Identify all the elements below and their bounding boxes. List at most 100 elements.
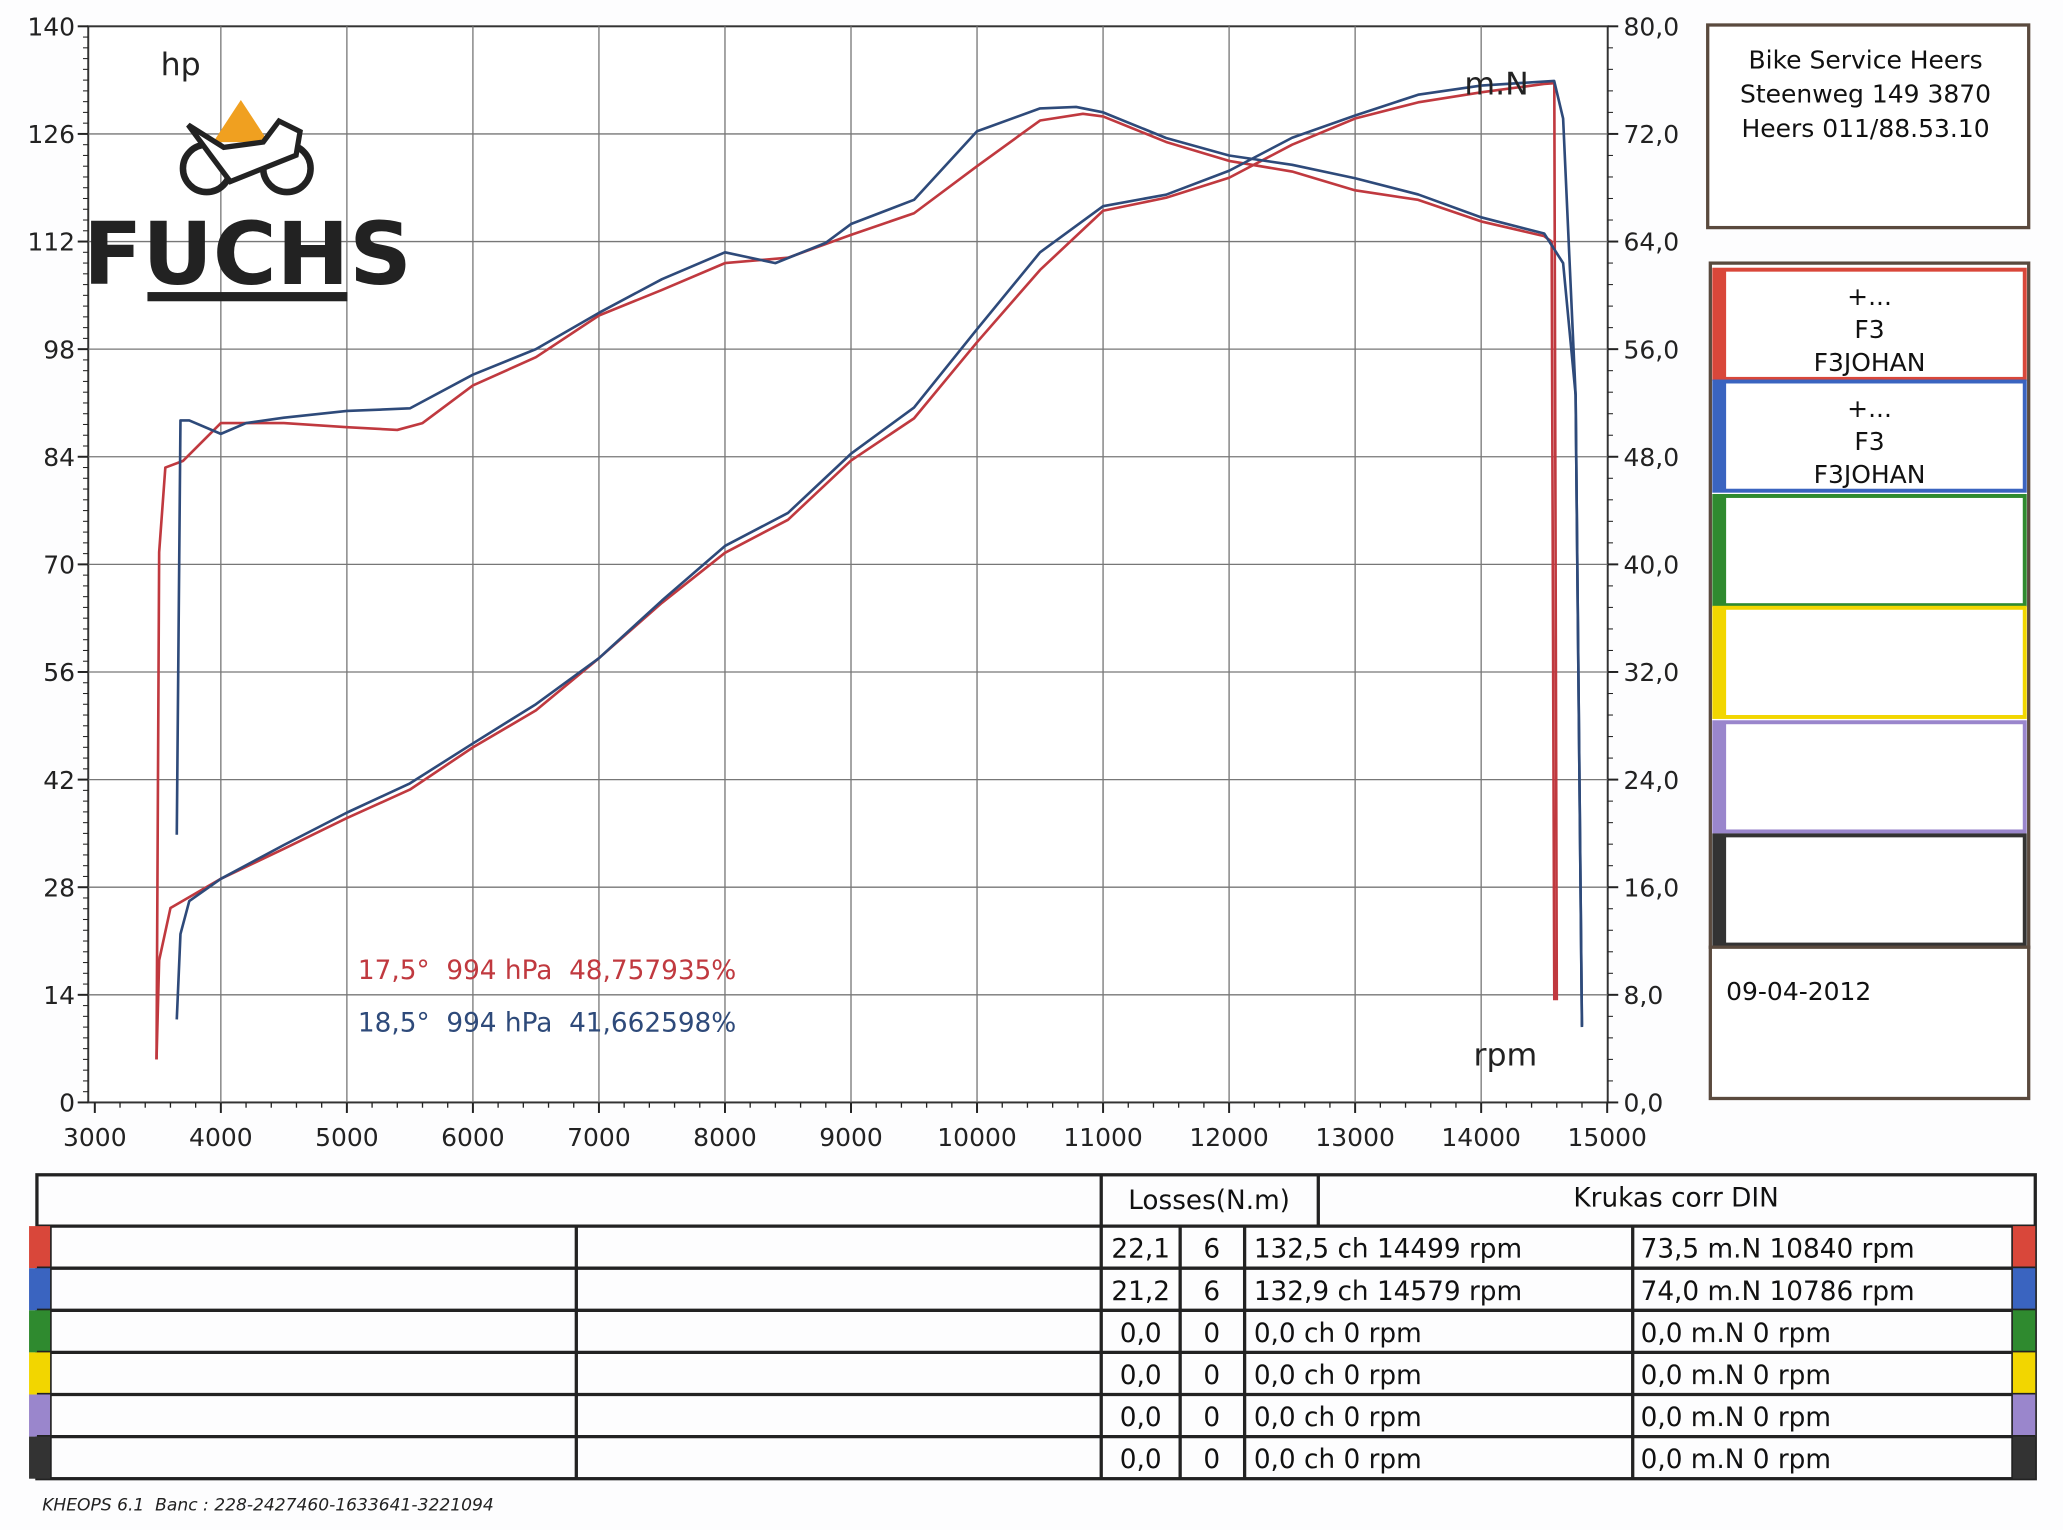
x-tick-label: 11000 [1063, 1123, 1142, 1152]
table-row: 0,0 0 0,0 ch 0 rpm 0,0 m.N 0 rpm [29, 1434, 2036, 1479]
y-right-tick-label: 0,0 [1624, 1089, 1664, 1118]
x-tick-label: 13000 [1315, 1123, 1394, 1152]
date-box: 09-04-2012 [1708, 945, 2031, 1101]
legend-swatch [1714, 381, 1727, 491]
header-losses: Losses(N.m) [1128, 1186, 1290, 1216]
cell-torque: 74,0 m.N 10786 rpm [1641, 1277, 1915, 1307]
shop-address: Steenweg 149 3870 [1740, 80, 1991, 109]
cell-torque: 0,0 m.N 0 rpm [1641, 1361, 1831, 1391]
results-table: Losses(N.m) Krukas corr DIN 22,1 6 132,5 ch … [29, 1173, 2037, 1481]
y-left-tick-label: 14 [43, 981, 75, 1010]
y-right-tick-label: 64,0 [1624, 228, 1680, 257]
shop-phone: Heers 011/88.53.10 [1742, 114, 1990, 143]
row-color-swatch-left [29, 1436, 51, 1479]
y-right-tick-label: 16,0 [1624, 873, 1680, 902]
cell-n: 0 [1203, 1319, 1220, 1349]
x-tick-label: 4000 [189, 1123, 253, 1152]
x-tick-label: 7000 [567, 1123, 631, 1152]
table-row: 0,0 0 0,0 ch 0 rpm 0,0 m.N 0 rpm [29, 1308, 2036, 1353]
header-box: Bike Service Heers Steenweg 149 3870 Hee… [1706, 23, 2031, 230]
x-tick-label: 3000 [63, 1123, 127, 1152]
y-right-tick-label: 32,0 [1624, 658, 1680, 687]
cell-loss: 0,0 [1120, 1361, 1162, 1391]
legend-swatch [1714, 722, 1727, 832]
cell-n: 0 [1203, 1445, 1220, 1475]
cell-torque: 0,0 m.N 0 rpm [1641, 1445, 1831, 1475]
x-unit: rpm [1474, 1038, 1538, 1074]
shop-name: Bike Service Heers [1749, 45, 1983, 74]
y-right-tick-label: 24,0 [1624, 766, 1680, 795]
cell-loss: 0,0 [1120, 1403, 1162, 1433]
cell-loss: 22,1 [1111, 1235, 1170, 1265]
y-right-tick-label: 56,0 [1624, 335, 1680, 364]
row-color-swatch-left [29, 1226, 51, 1269]
legend-swatch [1714, 269, 1727, 379]
chart-grid [87, 25, 1609, 1104]
y-left-tick-label: 140 [27, 13, 75, 42]
row-color-swatch-right [2012, 1436, 2036, 1479]
row-color-swatch-right [2012, 1226, 2036, 1269]
y-right-tick-label: 40,0 [1624, 551, 1680, 580]
cell-torque: 73,5 m.N 10840 rpm [1641, 1235, 1915, 1265]
cell-n: 0 [1203, 1361, 1220, 1391]
y-left-unit: hp [161, 47, 201, 83]
cell-loss: 0,0 [1120, 1319, 1162, 1349]
legend-swatch [1714, 835, 1727, 945]
y-left-tick-label: 98 [43, 335, 75, 364]
y-left-tick-label: 42 [43, 766, 75, 795]
cell-torque: 0,0 m.N 0 rpm [1641, 1403, 1831, 1433]
chart-curves [155, 79, 1584, 1060]
legend-line: +... [1847, 394, 1892, 423]
x-tick-label: 14000 [1441, 1123, 1520, 1152]
header-din: Krukas corr DIN [1573, 1183, 1778, 1213]
x-tick-label: 8000 [693, 1123, 757, 1152]
row-color-swatch-right [2012, 1268, 2036, 1311]
legend-line: +... [1847, 282, 1892, 311]
y-left-tick-label: 84 [43, 443, 75, 472]
x-tick-label: 15000 [1567, 1123, 1646, 1152]
annotation-run-1: 17,5° 994 hPa 48,757935% [358, 956, 736, 986]
fuchs-logo: FUCHS [83, 99, 412, 305]
cell-power: 0,0 ch 0 rpm [1254, 1445, 1422, 1475]
cell-power: 0,0 ch 0 rpm [1254, 1319, 1422, 1349]
y-right-unit: m.N [1464, 67, 1528, 103]
row-color-swatch-left [29, 1352, 51, 1395]
y-left-tick-label: 112 [27, 228, 75, 257]
footer-text: KHEOPS 6.1 Banc : 228-2427460-1633641-32… [42, 1495, 494, 1515]
x-tick-label: 10000 [937, 1123, 1016, 1152]
y-left-tick-label: 70 [43, 551, 75, 580]
y-left-tick-label: 28 [43, 873, 75, 902]
logo-text: FUCHS [83, 204, 412, 305]
y-left-tick-label: 0 [59, 1089, 75, 1118]
x-tick-label: 9000 [819, 1123, 883, 1152]
cell-power: 0,0 ch 0 rpm [1254, 1403, 1422, 1433]
chart-axes: 3000 4000 5000 6000 7000 8000 9000 10000 11000 12… [27, 13, 1679, 1152]
legend-line: F3JOHAN [1814, 460, 1926, 489]
legend-entry [1712, 720, 2027, 834]
y-right-tick-label: 72,0 [1624, 120, 1680, 149]
table-row: 21,2 6 132,9 ch 14579 rpm 74,0 m.N 10786 rp… [29, 1266, 2036, 1311]
y-right-tick-label: 8,0 [1624, 981, 1664, 1010]
legend-entry [1712, 493, 2027, 608]
series-line-4 [175, 105, 1584, 1028]
legend: +... F3 F3JOHAN +... F3 F3JOHAN [1708, 261, 2031, 949]
cell-n: 6 [1203, 1277, 1220, 1307]
series-line-1 [155, 81, 1559, 1060]
row-color-swatch-right [2012, 1310, 2036, 1353]
row-color-swatch-left [29, 1310, 51, 1353]
table-row: 0,0 0 0,0 ch 0 rpm 0,0 m.N 0 rpm [29, 1392, 2036, 1437]
row-color-swatch-left [29, 1268, 51, 1311]
y-right-tick-label: 48,0 [1624, 443, 1680, 472]
legend-line: F3JOHAN [1814, 348, 1926, 377]
cell-n: 0 [1203, 1403, 1220, 1433]
table-row: 0,0 0 0,0 ch 0 rpm 0,0 m.N 0 rpm [29, 1350, 2036, 1395]
cell-loss: 21,2 [1111, 1277, 1170, 1307]
y-right-tick-label: 80,0 [1624, 13, 1680, 42]
y-left-tick-label: 56 [43, 658, 75, 687]
row-color-swatch-left [29, 1394, 51, 1437]
legend-entry [1712, 833, 2027, 947]
x-tick-label: 5000 [315, 1123, 379, 1152]
x-tick-label: 6000 [441, 1123, 505, 1152]
x-tick-label: 12000 [1189, 1123, 1268, 1152]
